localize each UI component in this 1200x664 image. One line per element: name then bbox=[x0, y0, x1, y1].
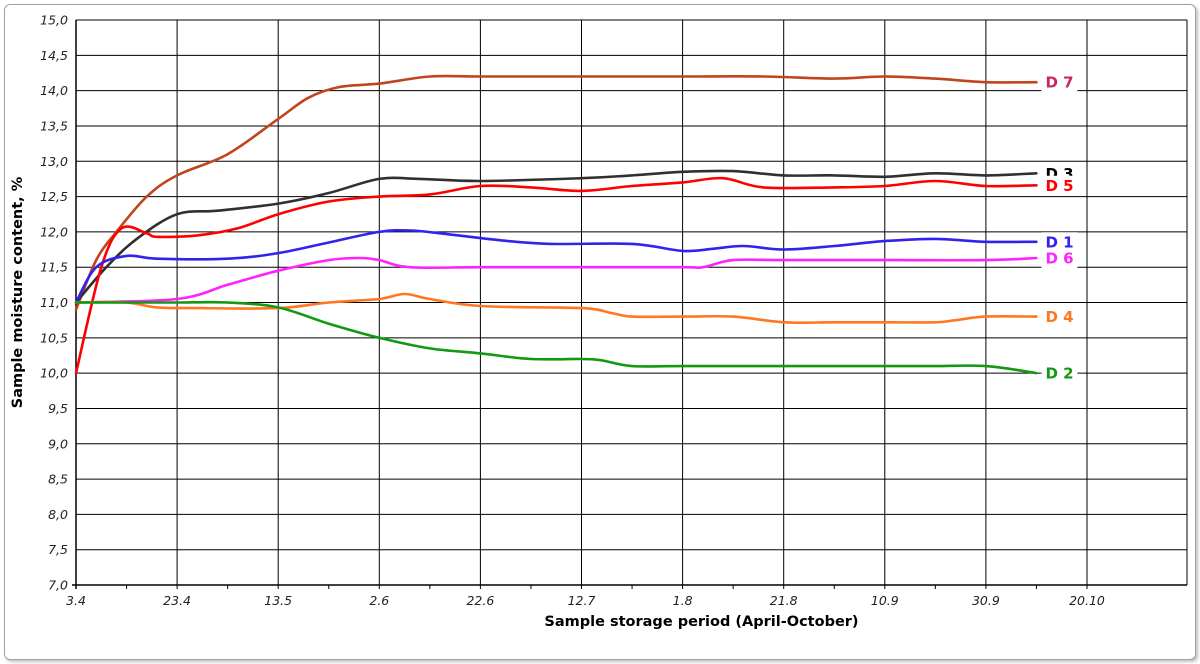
chart-frame: 7,0 7,5 8,0 8,5 9,0 9,5 10,0 10,5 11,0 11,5 12,0 12… bbox=[4, 4, 1196, 660]
axes bbox=[72, 20, 1187, 589]
x-axis-title: Sample storage period (April-October) bbox=[544, 614, 858, 630]
series-line-d6 bbox=[74, 256, 1038, 304]
series-label-bg bbox=[1041, 72, 1078, 93]
series-label-d6: D 6 bbox=[1045, 250, 1073, 268]
y-tick-labels: 7,0 7,5 8,0 8,5 9,0 9,5 10,0 10,5 11,0 11,5 12,0 12… bbox=[40, 13, 68, 593]
x-tick-labels: 3.4 23.4 13.5 2.6 22.6 12.7 1.8 21.8 10.9 30.9 20.… bbox=[66, 593, 1105, 608]
series-line-d3 bbox=[74, 169, 1038, 304]
y-tick-label: 7,0 bbox=[48, 578, 68, 593]
series-label-d7: D 7 bbox=[1045, 74, 1073, 92]
series-line-d1 bbox=[74, 228, 1038, 304]
y-tick-label: 8,0 bbox=[48, 507, 68, 522]
line-chart: 7,0 7,5 8,0 8,5 9,0 9,5 10,0 10,5 11,0 11,5 12,0 12… bbox=[10, 13, 1188, 630]
y-tick-label: 9,5 bbox=[48, 401, 68, 416]
x-tick-label: 10.9 bbox=[871, 593, 899, 608]
x-tick-label: 20.10 bbox=[1069, 593, 1105, 608]
series-label-d2: D 2 bbox=[1045, 365, 1073, 383]
series-line-d5 bbox=[74, 176, 1038, 375]
x-tick-label: 1.8 bbox=[673, 593, 693, 608]
x-tick-label: 13.5 bbox=[264, 593, 292, 608]
y-tick-label: 13,0 bbox=[40, 154, 68, 169]
y-tick-label: 14,5 bbox=[40, 48, 68, 63]
series-label-d5: D 5 bbox=[1045, 177, 1073, 195]
series-lines bbox=[74, 74, 1038, 375]
y-tick-label: 7,5 bbox=[48, 542, 68, 557]
y-tick-label: 11,5 bbox=[40, 260, 68, 275]
series-label-d4: D 4 bbox=[1045, 308, 1073, 326]
y-tick-label: 14,0 bbox=[40, 83, 68, 98]
y-tick-label: 9,0 bbox=[48, 436, 68, 451]
x-tick-label: 21.8 bbox=[770, 593, 798, 608]
series-label-bg bbox=[1041, 232, 1078, 253]
series-line-d2 bbox=[74, 300, 1038, 375]
y-tick-label: 10,0 bbox=[40, 366, 68, 381]
y-tick-label: 11,0 bbox=[40, 295, 68, 310]
y-tick-label: 12,0 bbox=[40, 224, 68, 239]
series-label-d1: D 1 bbox=[1045, 233, 1073, 251]
y-tick-label: 12,5 bbox=[40, 189, 68, 204]
x-tick-label: 23.4 bbox=[163, 593, 191, 608]
series-labels: D 7D 3D 5D 1D 6D 4D 2 bbox=[1041, 72, 1078, 384]
x-tick-label: 12.7 bbox=[568, 593, 596, 608]
series-label-bg bbox=[1041, 175, 1078, 196]
x-tick-label: 30.9 bbox=[972, 593, 1000, 608]
y-tick-label: 15,0 bbox=[40, 13, 68, 28]
series-label-bg bbox=[1041, 307, 1078, 328]
x-tick-label: 3.4 bbox=[66, 593, 86, 608]
series-line-d4 bbox=[74, 292, 1038, 324]
series-label-bg bbox=[1041, 363, 1078, 384]
series-label-bg bbox=[1041, 248, 1078, 269]
x-tick-label: 2.6 bbox=[369, 593, 389, 608]
y-tick-label: 10,5 bbox=[40, 330, 68, 345]
y-axis-title: Sample moisture content, % bbox=[10, 176, 26, 408]
x-tick-label: 22.6 bbox=[466, 593, 494, 608]
y-tick-label: 13,5 bbox=[40, 118, 68, 133]
y-tick-label: 8,5 bbox=[48, 472, 68, 487]
series-line-d7 bbox=[74, 74, 1038, 311]
